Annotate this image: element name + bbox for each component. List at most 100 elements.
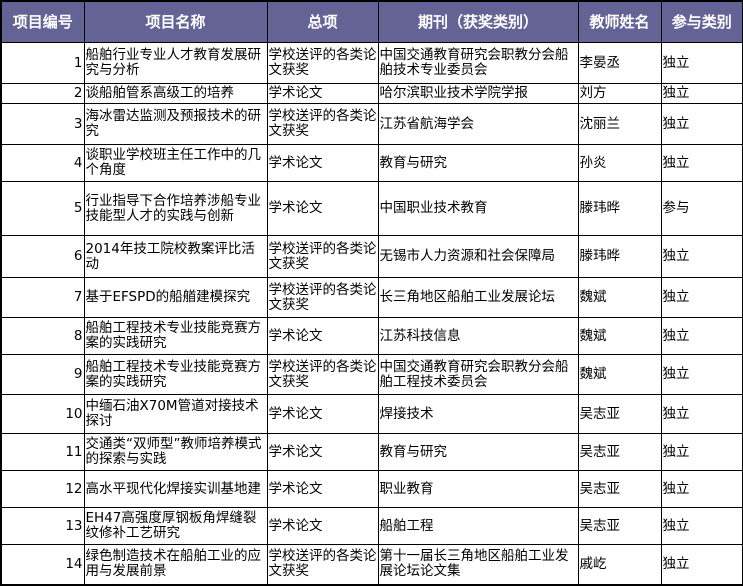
cell-teacher: 魏斌 <box>577 277 662 318</box>
col-header-role: 参与类别 <box>660 0 743 43</box>
cell-role: 独立 <box>660 354 743 395</box>
cell-name: 船舶行业专业人才教育发展研究与分析 <box>83 42 268 84</box>
cell-name: 基于EFSPD的船艏建模探究 <box>83 277 268 318</box>
header-row: 项目编号 项目名称 总项 期刊（获奖类别） 教师姓名 参与类别 <box>0 0 743 43</box>
cell-role: 独立 <box>660 103 743 145</box>
col-header-teacher: 教师姓名 <box>577 0 662 43</box>
cell-journal: 中国交通教育研究会职教分会船舶工程技术委员会 <box>377 354 579 395</box>
cell-name: 谈职业学校班主任工作中的几个角度 <box>83 144 268 182</box>
table-row: 6 2014年技工院校教案评比活动 学校送评的各类论文获奖 无锡市人力资源和社会保障局… <box>0 235 743 278</box>
cell-id: 4 <box>0 144 85 182</box>
cell-category: 学术论文 <box>266 470 379 508</box>
cell-id: 2 <box>0 83 85 104</box>
table-row: 13 EH47高强度厚钢板角焊缝裂纹修补工艺研究 学术论文 船舶工程 吴志亚 独立 <box>0 507 743 545</box>
cell-name: 2014年技工院校教案评比活动 <box>83 235 268 278</box>
cell-id: 5 <box>0 181 85 236</box>
table-row: 3 海冰雷达监测及预报技术的研究 学校送评的各类论文获奖 江苏省航海学会 沈丽兰 独立 <box>0 103 743 145</box>
table-row: 10 中缅石油X70M管道对接技术探讨 学术论文 焊接技术 吴志亚 独立 <box>0 394 743 434</box>
table-row: 8 船舶工程技术专业技能竞赛方案的实践研究 学术论文 江苏科技信息 魏斌 独立 <box>0 317 743 355</box>
cell-role: 独立 <box>660 544 743 585</box>
cell-category: 学校送评的各类论文获奖 <box>266 235 379 278</box>
cell-id: 3 <box>0 103 85 145</box>
cell-name: 交通类“双师型”教师培养模式的探索与实践 <box>83 433 268 471</box>
cell-name: EH47高强度厚钢板角焊缝裂纹修补工艺研究 <box>83 507 268 545</box>
cell-category: 学校送评的各类论文获奖 <box>266 103 379 145</box>
cell-journal: 教育与研究 <box>377 433 579 471</box>
cell-name: 海冰雷达监测及预报技术的研究 <box>83 103 268 145</box>
table-row: 12 高水平现代化焊接实训基地建 学术论文 职业教育 吴志亚 独立 <box>0 470 743 508</box>
cell-role: 独立 <box>660 144 743 182</box>
cell-id: 13 <box>0 507 85 545</box>
cell-id: 7 <box>0 277 85 318</box>
cell-teacher: 吴志亚 <box>577 433 662 471</box>
cell-category: 学术论文 <box>266 507 379 545</box>
cell-journal: 船舶工程 <box>377 507 579 545</box>
col-header-id: 项目编号 <box>0 0 85 43</box>
cell-journal: 无锡市人力资源和社会保障局 <box>377 235 579 278</box>
cell-teacher: 李晏丞 <box>577 42 662 84</box>
cell-teacher: 吴志亚 <box>577 507 662 545</box>
cell-journal: 第十一届长三角地区船舶工业发展论坛论文集 <box>377 544 579 585</box>
cell-name: 谈船舶管系高级工的培养 <box>83 83 268 104</box>
cell-id: 6 <box>0 235 85 278</box>
cell-teacher: 吴志亚 <box>577 394 662 434</box>
table-row: 9 船舶工程技术专业技能竞赛方案的实践研究 学校送评的各类论文获奖 中国交通教育研究会… <box>0 354 743 395</box>
col-header-name: 项目名称 <box>83 0 268 43</box>
cell-id: 1 <box>0 42 85 84</box>
cell-category: 学术论文 <box>266 394 379 434</box>
cell-teacher: 魏斌 <box>577 354 662 395</box>
cell-category: 学校送评的各类论文获奖 <box>266 544 379 585</box>
cell-role: 独立 <box>660 277 743 318</box>
cell-journal: 哈尔滨职业技术学院学报 <box>377 83 579 104</box>
cell-name: 行业指导下合作培养涉船专业技能型人才的实践与创新 <box>83 181 268 236</box>
cell-name: 船舶工程技术专业技能竞赛方案的实践研究 <box>83 317 268 355</box>
col-header-journal: 期刊（获奖类别） <box>377 0 579 43</box>
cell-id: 11 <box>0 433 85 471</box>
cell-journal: 职业教育 <box>377 470 579 508</box>
cell-id: 14 <box>0 544 85 585</box>
cell-role: 独立 <box>660 42 743 84</box>
table-row: 5 行业指导下合作培养涉船专业技能型人才的实践与创新 学术论文 中国职业技术教育 滕玮晔… <box>0 181 743 236</box>
cell-teacher: 滕玮晔 <box>577 235 662 278</box>
cell-teacher: 孙炎 <box>577 144 662 182</box>
cell-teacher: 戚屹 <box>577 544 662 585</box>
cell-journal: 长三角地区船舶工业发展论坛 <box>377 277 579 318</box>
cell-category: 学校送评的各类论文获奖 <box>266 277 379 318</box>
cell-category: 学校送评的各类论文获奖 <box>266 354 379 395</box>
cell-name: 高水平现代化焊接实训基地建 <box>83 470 268 508</box>
table-row: 4 谈职业学校班主任工作中的几个角度 学术论文 教育与研究 孙炎 独立 <box>0 144 743 182</box>
cell-name: 绿色制造技术在船舶工业的应用与发展前景 <box>83 544 268 585</box>
table-row: 2 谈船舶管系高级工的培养 学术论文 哈尔滨职业技术学院学报 刘方 独立 <box>0 83 743 104</box>
cell-role: 独立 <box>660 83 743 104</box>
cell-teacher: 沈丽兰 <box>577 103 662 145</box>
cell-category: 学术论文 <box>266 433 379 471</box>
col-header-category: 总项 <box>266 0 379 43</box>
cell-role: 独立 <box>660 235 743 278</box>
cell-category: 学术论文 <box>266 317 379 355</box>
cell-journal: 中国交通教育研究会职教分会船舶技术专业委员会 <box>377 42 579 84</box>
cell-journal: 中国职业技术教育 <box>377 181 579 236</box>
cell-role: 独立 <box>660 433 743 471</box>
cell-journal: 教育与研究 <box>377 144 579 182</box>
cell-role: 独立 <box>660 394 743 434</box>
cell-name: 中缅石油X70M管道对接技术探讨 <box>83 394 268 434</box>
cell-id: 12 <box>0 470 85 508</box>
cell-teacher: 刘方 <box>577 83 662 104</box>
cell-journal: 焊接技术 <box>377 394 579 434</box>
cell-teacher: 魏斌 <box>577 317 662 355</box>
table-row: 14 绿色制造技术在船舶工业的应用与发展前景 学校送评的各类论文获奖 第十一届长三角地… <box>0 544 743 585</box>
cell-id: 10 <box>0 394 85 434</box>
cell-category: 学术论文 <box>266 83 379 104</box>
cell-journal: 江苏科技信息 <box>377 317 579 355</box>
cell-id: 9 <box>0 354 85 395</box>
cell-category: 学校送评的各类论文获奖 <box>266 42 379 84</box>
cell-journal: 江苏省航海学会 <box>377 103 579 145</box>
cell-category: 学术论文 <box>266 144 379 182</box>
table-row: 7 基于EFSPD的船艏建模探究 学校送评的各类论文获奖 长三角地区船舶工业发展论坛魏… <box>0 277 743 318</box>
cell-role: 参与 <box>660 181 743 236</box>
cell-role: 独立 <box>660 507 743 545</box>
cell-name: 船舶工程技术专业技能竞赛方案的实践研究 <box>83 354 268 395</box>
cell-role: 独立 <box>660 317 743 355</box>
cell-teacher: 滕玮晔 <box>577 181 662 236</box>
